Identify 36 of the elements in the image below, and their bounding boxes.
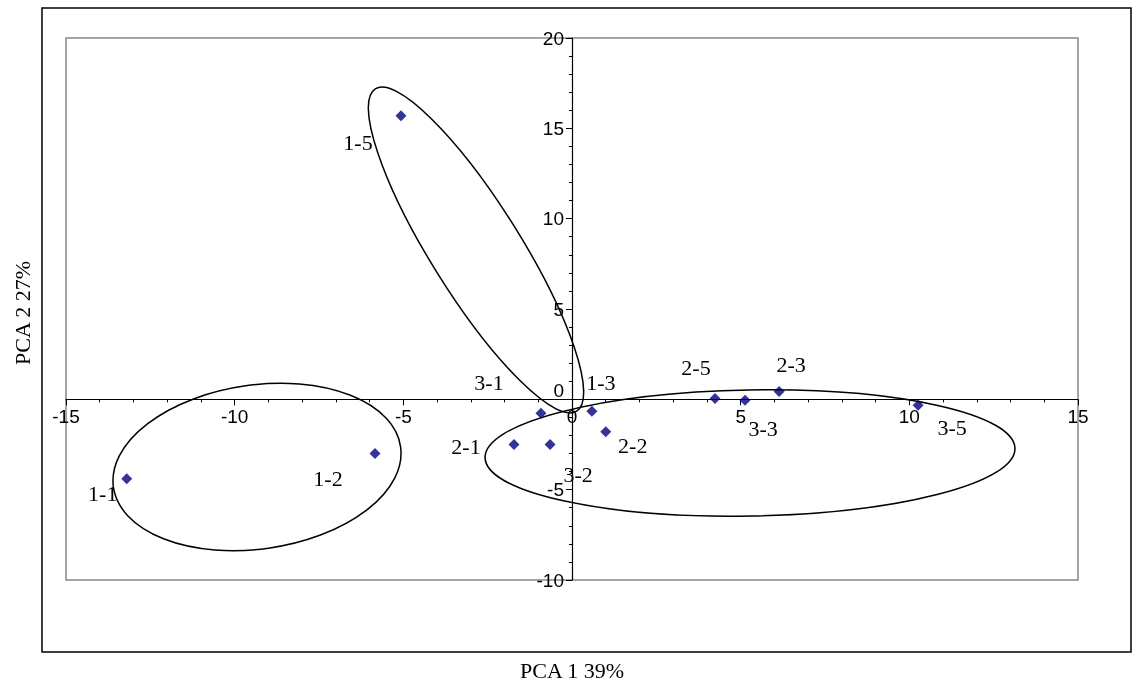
point — [508, 439, 520, 450]
y-tick-label: 0 — [553, 379, 564, 401]
x-tick-label: 5 — [735, 406, 746, 428]
point — [369, 448, 381, 460]
annotation: 1-2 — [313, 466, 343, 492]
x-tick-label: -15 — [52, 406, 80, 428]
x-tick-label: 15 — [1067, 406, 1089, 428]
x-tick-label: 10 — [898, 406, 920, 428]
point — [709, 392, 721, 404]
annotation: 3-3 — [748, 415, 778, 441]
annotation: 1-1 — [88, 481, 118, 507]
annotation: 2-1 — [451, 434, 481, 459]
point — [586, 405, 598, 417]
annotation: 1-5 — [343, 130, 373, 156]
point — [121, 473, 133, 485]
y-axis-title: PCA 2 27% — [9, 261, 35, 365]
annotation: 2-3 — [776, 351, 806, 377]
annotation: 3-1 — [474, 369, 504, 395]
point — [739, 394, 751, 406]
x-axis-title: PCA 1 39% — [520, 657, 624, 683]
y-tick-label: 15 — [542, 117, 564, 139]
annotation: 2-2 — [618, 433, 648, 459]
annotation: 1-3 — [586, 369, 616, 395]
y-tick-label: 20 — [542, 27, 564, 49]
point — [395, 110, 407, 122]
point — [544, 439, 556, 450]
y-tick-label: -5 — [547, 479, 564, 501]
point — [600, 426, 612, 438]
point — [535, 407, 547, 419]
x-tick-label: -10 — [220, 406, 249, 428]
annotation: 2-5 — [681, 354, 711, 380]
y-tick-label: 10 — [542, 208, 564, 230]
annotation: 3-5 — [937, 414, 967, 440]
y-tick-label: -10 — [536, 569, 564, 591]
point — [912, 399, 924, 411]
x-tick-label: -5 — [394, 406, 412, 428]
